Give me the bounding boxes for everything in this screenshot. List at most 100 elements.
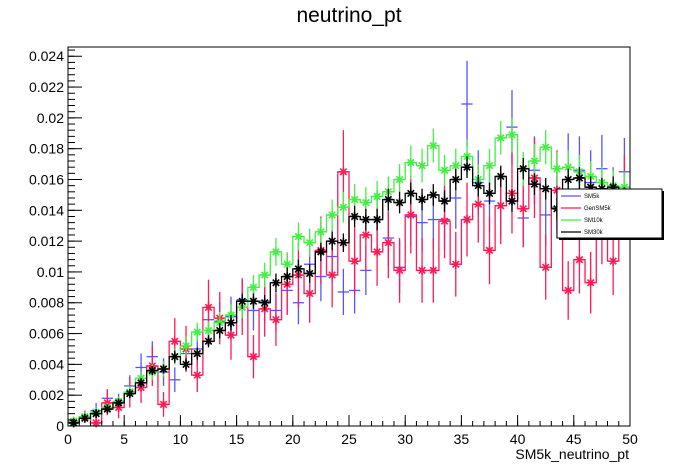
star-marker [91, 409, 101, 419]
data-point [327, 242, 337, 308]
star-marker [237, 296, 247, 306]
data-point [337, 268, 349, 316]
y-tick-label: 0.014 [29, 202, 64, 218]
data-point [383, 207, 393, 279]
star-marker [271, 278, 281, 288]
legend[interactable]: SM5k GenSM5k SM10k SM30k [556, 188, 664, 240]
data-point [271, 238, 281, 266]
star-marker [541, 142, 551, 152]
x-tick-label: 0 [64, 431, 72, 447]
data-point [473, 174, 483, 197]
star-marker [563, 162, 573, 172]
star-marker [147, 366, 157, 376]
star-marker [282, 259, 292, 269]
data-point [428, 128, 438, 163]
data-point [159, 392, 169, 417]
data-point [260, 295, 270, 311]
star-marker [260, 298, 270, 308]
data-point [192, 322, 202, 342]
star-marker [316, 247, 326, 257]
data-point [461, 60, 473, 148]
star-marker [226, 330, 236, 340]
data-point [395, 191, 405, 214]
star-marker [518, 204, 528, 214]
x-axis-title: SM5k_neutrino_pt [515, 446, 629, 462]
star-marker [428, 265, 438, 275]
data-point [552, 151, 562, 186]
data-point [147, 365, 157, 376]
chart-title: neutrino_pt [296, 4, 401, 27]
star-marker [608, 182, 618, 192]
y-tick-label: 0.008 [29, 295, 64, 311]
star-marker [473, 181, 483, 191]
star-marker [462, 162, 472, 172]
star-marker [338, 167, 348, 177]
data-point [428, 184, 438, 206]
star-marker [383, 238, 393, 248]
data-point [293, 259, 303, 279]
legend-label: SM30k [584, 230, 604, 236]
data-point [440, 154, 450, 186]
data-point [440, 190, 450, 212]
star-marker [552, 164, 562, 174]
data-point [338, 233, 348, 252]
data-point [496, 120, 506, 155]
star-marker [215, 325, 225, 335]
axes-layer: 0 0.002 0.004 0.006 0.008 0.01 0.012 0.014 0.016… [29, 48, 638, 447]
data-point [316, 218, 326, 246]
star-marker [305, 289, 315, 299]
data-point [529, 144, 539, 178]
star-marker [462, 215, 472, 225]
legend-label: SM10k [584, 218, 604, 224]
series-layer [68, 60, 630, 428]
data-point [451, 168, 461, 191]
data-point [215, 322, 225, 339]
star-marker [181, 341, 191, 351]
star-marker [619, 182, 629, 192]
data-point [541, 177, 551, 200]
data-point [338, 191, 348, 223]
data-point [496, 165, 506, 188]
star-marker [69, 418, 79, 428]
star-marker [226, 318, 236, 328]
x-tick-label: 5 [120, 431, 128, 447]
star-marker [338, 238, 348, 248]
legend-shadow [662, 191, 664, 240]
star-marker [350, 195, 360, 205]
y-tick-label: 0 [56, 418, 64, 434]
data-point [350, 227, 360, 296]
data-point [282, 267, 292, 286]
data-point [507, 190, 517, 212]
data-point [372, 181, 382, 212]
x-tick-label: 10 [173, 431, 189, 447]
star-marker [305, 268, 315, 278]
star-marker [271, 247, 281, 257]
data-point [181, 358, 191, 371]
data-point [507, 117, 517, 152]
star-marker [574, 255, 584, 265]
star-marker [271, 315, 281, 325]
data-point [305, 264, 315, 283]
data-point [485, 148, 494, 183]
data-point [563, 261, 573, 320]
star-marker [440, 216, 450, 226]
data-point [350, 205, 360, 228]
data-point [586, 251, 596, 314]
x-tick-label: 35 [454, 431, 470, 447]
data-point [305, 228, 315, 257]
x-tick-label: 25 [341, 431, 357, 447]
data-point [69, 418, 79, 428]
y-tick-label: 0.018 [29, 141, 64, 157]
star-marker [485, 188, 494, 198]
star-marker [159, 364, 169, 374]
data-point [293, 222, 303, 251]
star-marker [192, 349, 202, 359]
data-point [462, 156, 472, 178]
data-point [541, 234, 551, 300]
data-point [383, 188, 393, 211]
data-point [395, 238, 405, 303]
y-tick-label: 0.022 [29, 79, 64, 95]
star-marker [518, 164, 528, 174]
star-marker [192, 370, 202, 380]
data-point [159, 364, 169, 374]
